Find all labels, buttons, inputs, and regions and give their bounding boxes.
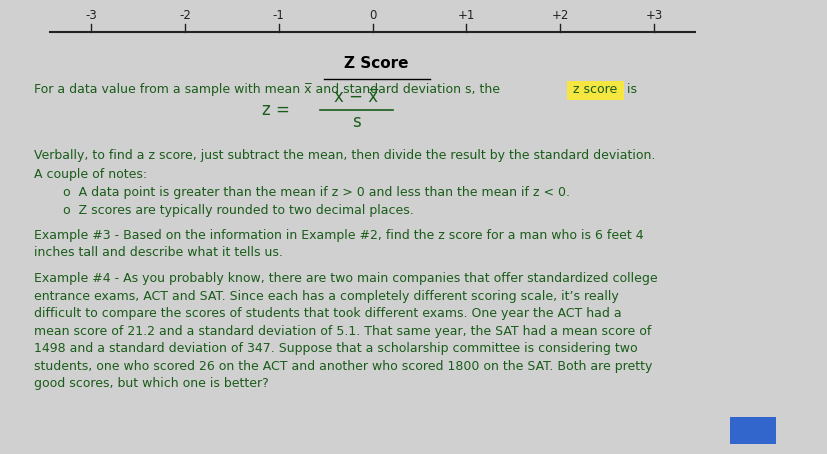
Text: +3: +3 <box>645 9 662 22</box>
Text: o  Z scores are typically rounded to two decimal places.: o Z scores are typically rounded to two … <box>63 203 413 217</box>
Text: o  A data point is greater than the mean if z > 0 and less than the mean if z < : o A data point is greater than the mean … <box>63 187 570 199</box>
Text: z =: z = <box>262 101 290 118</box>
Text: is: is <box>623 83 637 96</box>
FancyBboxPatch shape <box>730 417 776 444</box>
Text: s: s <box>352 114 361 131</box>
Text: +1: +1 <box>458 9 476 22</box>
Text: x − x̅: x − x̅ <box>334 88 379 106</box>
Text: z score: z score <box>573 83 618 96</box>
Text: Verbally, to find a z score, just subtract the mean, then divide the result by t: Verbally, to find a z score, just subtra… <box>34 149 656 163</box>
Text: -3: -3 <box>85 9 97 22</box>
FancyBboxPatch shape <box>566 81 624 100</box>
Text: 0: 0 <box>369 9 376 22</box>
Text: Z Score: Z Score <box>345 55 409 70</box>
Text: -1: -1 <box>273 9 284 22</box>
Text: +2: +2 <box>552 9 569 22</box>
Text: -2: -2 <box>179 9 191 22</box>
Text: A couple of notes:: A couple of notes: <box>34 168 147 181</box>
Text: Example #3 - Based on the information in Example #2, find the z score for a man : Example #3 - Based on the information in… <box>34 229 643 259</box>
Text: Example #4 - As you probably know, there are two main companies that offer stand: Example #4 - As you probably know, there… <box>34 272 657 390</box>
Text: For a data value from a sample with mean x̅ and standard deviation s, the: For a data value from a sample with mean… <box>34 83 504 96</box>
